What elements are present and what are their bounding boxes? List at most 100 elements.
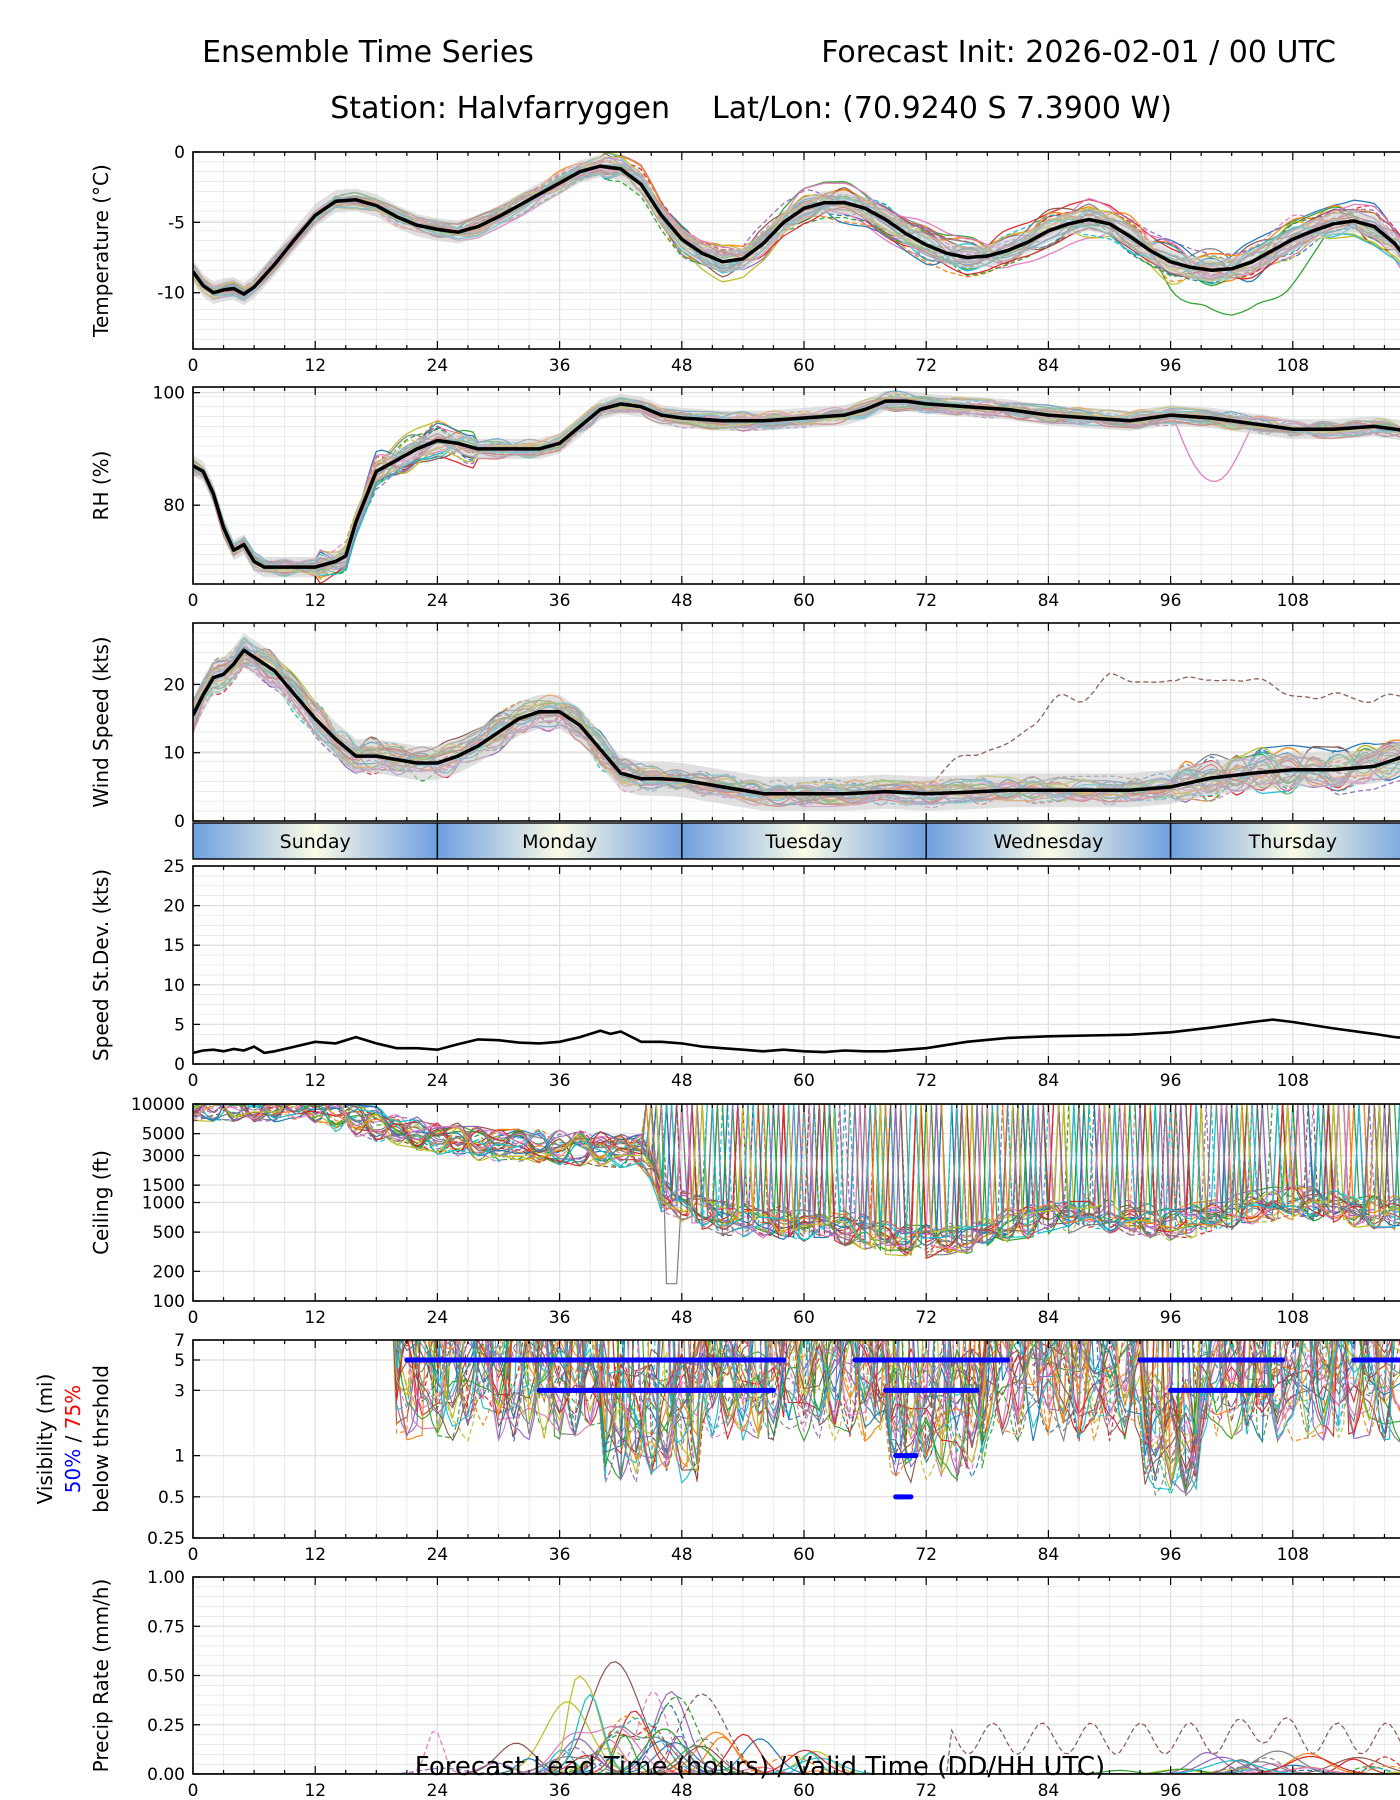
vis-ylabel-75: 75% — [61, 1385, 85, 1429]
panel-sd: 0 5 10 15 20 25 0 12 24 36 48 60 72 84 96 108 120 Speed S… — [89, 857, 1400, 1091]
x-tick-label: 36 — [549, 1545, 571, 1565]
x-tick-label: 120 — [1399, 1545, 1400, 1565]
x-tick-label: 96 — [1160, 356, 1182, 376]
x-tick-label: 48 — [671, 356, 693, 376]
x-tick-label: 12 — [304, 1545, 326, 1565]
visibility-member-line — [393, 1340, 1394, 1485]
ceiling-member-line — [193, 1104, 1400, 1251]
x-tick-label: 72 — [915, 1781, 937, 1800]
x-tick-label: 60 — [793, 1308, 815, 1328]
x-tick-label: 108 — [1277, 1071, 1309, 1091]
y-tick-label: 3000 — [142, 1147, 185, 1167]
day-label: Monday — [522, 831, 597, 853]
x-tick-label: 72 — [915, 591, 937, 611]
ceiling-member-line — [193, 1104, 1400, 1246]
day-cell — [1169, 822, 1400, 860]
x-tick-label: 84 — [1038, 356, 1060, 376]
ceiling-member-line — [193, 1104, 1400, 1256]
x-axis-label: Forecast Lead Time (hours) / Valid Time … — [415, 1752, 1105, 1782]
ensemble-mean-line — [193, 648, 1400, 796]
y-tick-label: 0.75 — [147, 1617, 185, 1637]
sd-grid — [192, 865, 1400, 1065]
x-tick-label: 120 — [1399, 1071, 1400, 1091]
x-tick-label: 120 — [1399, 356, 1400, 376]
rh-ylabel: RH (%) — [89, 451, 113, 521]
y-tick-label: 10 — [163, 744, 185, 764]
x-tick-label: 60 — [793, 1071, 815, 1091]
ceiling-ylabel: Ceiling (ft) — [89, 1150, 113, 1255]
y-tick-label: 0 — [174, 143, 185, 163]
visibility-member-line — [398, 1340, 1400, 1497]
ceiling-member-line — [193, 1104, 1400, 1260]
x-tick-label: 60 — [793, 591, 815, 611]
sd-ylabel: Speed St.Dev. (kts) — [89, 869, 113, 1061]
vis-plot — [392, 1340, 1400, 1500]
x-tick-label: 72 — [915, 356, 937, 376]
x-tick-label: 12 — [304, 1308, 326, 1328]
x-tick-label: 60 — [793, 356, 815, 376]
y-tick-label: 200 — [153, 1262, 185, 1282]
title-left: Ensemble Time Series — [202, 35, 534, 70]
visibility-member-line — [394, 1340, 1394, 1490]
y-tick-label: 0.50 — [147, 1667, 185, 1687]
x-tick-label: 12 — [304, 1071, 326, 1091]
day-label: Tuesday — [764, 831, 842, 853]
y-tick-label: 7 — [174, 1331, 185, 1351]
y-tick-label: 25 — [163, 857, 185, 877]
precip-member-line — [193, 1693, 1400, 1774]
precip-member-line — [193, 1735, 1400, 1774]
x-tick-label: 48 — [671, 1071, 693, 1091]
x-tick-label: 0 — [188, 1308, 199, 1328]
visibility-member-line — [393, 1340, 1400, 1478]
vis-ylabel-sep: / — [61, 1429, 85, 1448]
ceiling-member-line — [193, 1104, 1400, 1245]
title-right: Forecast Init: 2026-02-01 / 00 UTC — [821, 35, 1336, 70]
precip-member-line — [193, 1749, 1400, 1774]
y-tick-label: 0.25 — [147, 1529, 185, 1549]
x-tick-label: 36 — [549, 1071, 571, 1091]
x-tick-label: 36 — [549, 1781, 571, 1800]
y-tick-label: -5 — [168, 213, 185, 233]
station-latlon: Lat/Lon: (70.9240 S 7.3900 W) — [712, 91, 1172, 126]
ensemble-mean-line — [193, 164, 1400, 296]
ceiling-member-line — [193, 1104, 1400, 1253]
day-cell — [436, 822, 683, 860]
x-tick-label: 108 — [1277, 1781, 1309, 1800]
panel-vis: 0.25 0.5 1 3 57 0 12 24 36 48 60 72 84 96 108 120 Visibi… — [33, 1331, 1400, 1565]
day-label: Sunday — [280, 831, 351, 853]
y-tick-label: 20 — [163, 897, 185, 917]
x-tick-label: 72 — [915, 1071, 937, 1091]
y-tick-label: 1.00 — [147, 1568, 185, 1588]
temp-plot — [193, 152, 1400, 316]
visibility-member-line — [394, 1340, 1393, 1475]
x-tick-label: 12 — [304, 591, 326, 611]
x-tick-label: 96 — [1160, 1545, 1182, 1565]
y-tick-label: 1 — [174, 1447, 185, 1467]
ceiling-member-line — [193, 1104, 1400, 1250]
ensemble-mean-line — [193, 399, 1400, 569]
day-label: Wednesday — [993, 831, 1103, 853]
panel-precip: 0.000.250.500.751.00001/001201/122402/00… — [89, 1568, 1400, 1800]
x-tick-label: 0 — [188, 591, 199, 611]
temp-ylabel: Temperature (°C) — [89, 164, 113, 338]
x-tick-label: 48 — [671, 1545, 693, 1565]
y-tick-label: 80 — [163, 496, 185, 516]
x-tick-label: 72 — [915, 1545, 937, 1565]
x-tick-label: 96 — [1160, 1781, 1182, 1800]
x-tick-label: 12 — [304, 356, 326, 376]
x-tick-label: 0 — [188, 356, 199, 376]
x-tick-label: 36 — [549, 591, 571, 611]
x-tick-label: 24 — [427, 1545, 449, 1565]
wind-ylabel: Wind Speed (kts) — [89, 636, 113, 807]
x-tick-label: 108 — [1277, 1545, 1309, 1565]
x-tick-label: 24 — [427, 356, 449, 376]
precip-member-line — [193, 1749, 1400, 1774]
y-tick-label: 5 — [174, 1015, 185, 1035]
x-tick-label: 24 — [427, 1071, 449, 1091]
x-tick-label: 0 — [188, 1781, 199, 1800]
ceil-plot — [193, 1104, 1400, 1285]
wind-plot — [193, 633, 1400, 811]
x-tick-label: 36 — [549, 1308, 571, 1328]
station-name: Station: Halvfarryggen — [330, 91, 670, 126]
